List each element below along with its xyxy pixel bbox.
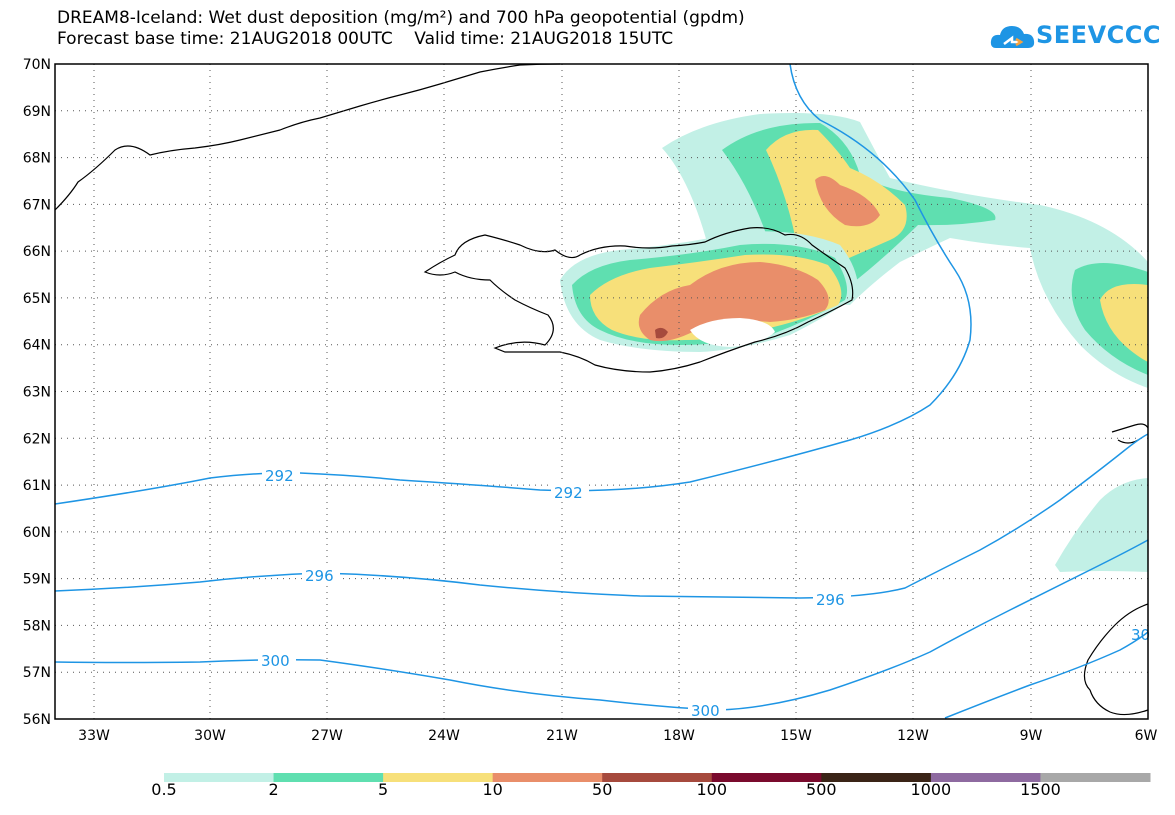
latitude-label: 57N bbox=[23, 665, 51, 681]
logo-text: SEEVCCC bbox=[1036, 21, 1161, 49]
latitude-label: 61N bbox=[23, 478, 51, 494]
legend-label: 2 bbox=[268, 780, 279, 799]
latitude-labels: 70N 69N 68N 67N 66N 65N 64N 63N 62N 61N 60N 59N 58N 5… bbox=[23, 57, 51, 728]
dust-area-low-south bbox=[1055, 478, 1148, 572]
contour-300-east bbox=[944, 631, 1149, 719]
legend-label: 5 bbox=[378, 780, 389, 799]
latitude-label: 66N bbox=[23, 244, 51, 260]
latitude-label: 70N bbox=[23, 57, 51, 73]
norway-coastline bbox=[1111, 423, 1149, 444]
latitude-label: 69N bbox=[23, 104, 51, 120]
legend-swatch bbox=[602, 773, 713, 782]
legend-label: 500 bbox=[806, 780, 837, 799]
longitude-label: 33W bbox=[78, 728, 110, 744]
longitude-label: 6W bbox=[1135, 728, 1158, 744]
contour-label: 30 bbox=[1131, 626, 1150, 644]
latitude-label: 60N bbox=[23, 525, 51, 541]
longitude-label: 30W bbox=[194, 728, 226, 744]
latitude-label: 67N bbox=[23, 197, 51, 213]
contour-label: 296 bbox=[816, 591, 845, 609]
legend-swatch bbox=[930, 773, 1041, 782]
dust-area-iceland-10 bbox=[638, 262, 829, 342]
latitude-label: 56N bbox=[23, 712, 51, 728]
dust-area-5-east bbox=[1100, 284, 1148, 362]
latitude-label: 62N bbox=[23, 431, 51, 447]
legend-swatch bbox=[1040, 773, 1151, 782]
longitude-label: 9W bbox=[1020, 728, 1043, 744]
contour-label: 300 bbox=[261, 652, 290, 670]
longitude-label: 24W bbox=[428, 728, 460, 744]
chart-title: DREAM8-Iceland: Wet dust deposition (mg/… bbox=[57, 8, 745, 28]
longitude-labels: 33W 30W 27W 24W 21W 18W 15W 12W 9W 6W bbox=[78, 728, 1157, 744]
legend-label: 0.5 bbox=[151, 780, 177, 799]
legend-label: 10 bbox=[482, 780, 503, 799]
longitude-label: 18W bbox=[663, 728, 695, 744]
dust-area-10 bbox=[815, 176, 880, 227]
legend-swatch bbox=[164, 773, 275, 782]
map-frame bbox=[54, 63, 1149, 720]
dust-clear-area bbox=[690, 318, 775, 347]
cloud-icon bbox=[990, 26, 1035, 48]
longitude-label: 21W bbox=[546, 728, 578, 744]
latitude-label: 58N bbox=[23, 618, 51, 634]
dust-area-iceland-50 bbox=[655, 327, 668, 339]
latitude-label: 68N bbox=[23, 151, 51, 167]
color-legend bbox=[164, 773, 1151, 782]
latitude-label: 65N bbox=[23, 291, 51, 307]
greenland-coastline bbox=[54, 63, 561, 211]
contour-label: 292 bbox=[554, 484, 583, 502]
legend-label: 100 bbox=[696, 780, 728, 799]
contour-label: 296 bbox=[305, 567, 334, 585]
scotland-coastline bbox=[1083, 603, 1149, 716]
longitude-label: 12W bbox=[897, 728, 929, 744]
longitude-label: 15W bbox=[780, 728, 812, 744]
dust-deposition-field bbox=[560, 113, 1148, 572]
longitude-label: 27W bbox=[311, 728, 343, 744]
legend-swatch bbox=[711, 773, 822, 782]
contour-296 bbox=[54, 433, 1149, 599]
legend-label: 1500 bbox=[1020, 780, 1061, 799]
legend-label: 1000 bbox=[910, 780, 952, 799]
legend-swatch bbox=[383, 773, 494, 782]
legend-swatch bbox=[492, 773, 603, 782]
latitude-label: 64N bbox=[23, 338, 51, 354]
contour-labels: 292 292 296 296 300 300 30 bbox=[258, 465, 1150, 720]
seevccc-logo: SEEVCCC bbox=[990, 18, 1161, 56]
latitude-label: 59N bbox=[23, 572, 51, 588]
graticule bbox=[55, 63, 1148, 720]
chart-subtitle: Forecast base time: 21AUG2018 00UTC Vali… bbox=[57, 29, 674, 49]
legend-swatch bbox=[821, 773, 932, 782]
legend-label: 50 bbox=[592, 780, 613, 799]
legend-swatch bbox=[273, 773, 384, 782]
latitude-label: 63N bbox=[23, 385, 51, 401]
iceland-coastline bbox=[423, 227, 854, 373]
contour-label: 300 bbox=[691, 702, 720, 720]
contour-label: 292 bbox=[265, 467, 294, 485]
